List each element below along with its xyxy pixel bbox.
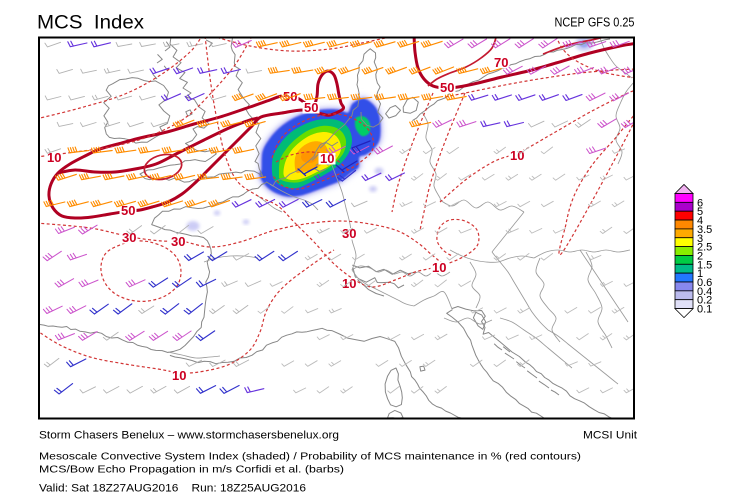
svg-text:0.4: 0.4 xyxy=(697,286,712,298)
svg-text:0.1: 0.1 xyxy=(697,304,712,316)
svg-text:10: 10 xyxy=(47,150,61,165)
svg-text:0.2: 0.2 xyxy=(697,295,712,307)
svg-text:10: 10 xyxy=(320,151,334,166)
svg-text:5: 5 xyxy=(697,206,703,218)
svg-text:3.5: 3.5 xyxy=(697,224,712,236)
svg-text:MCSI Unit: MCSI Unit xyxy=(583,430,637,442)
svg-text:50: 50 xyxy=(440,80,454,95)
svg-text:NCEP GFS 0.25: NCEP GFS 0.25 xyxy=(555,16,635,30)
svg-text:4: 4 xyxy=(697,215,703,227)
svg-text:6: 6 xyxy=(697,197,703,209)
svg-text:3: 3 xyxy=(697,233,703,245)
svg-text:MCS Index: MCS Index xyxy=(37,12,144,34)
svg-text:Valid: Sat 18Z27AUG2016 Run: Valid: Sat 18Z27AUG2016 Run: 18Z25AUG201… xyxy=(39,483,306,495)
svg-text:2: 2 xyxy=(697,250,703,262)
svg-text:2.5: 2.5 xyxy=(697,242,712,254)
svg-text:30: 30 xyxy=(342,226,356,241)
svg-text:Storm Chasers Benelux – www.st: Storm Chasers Benelux – www.stormchasers… xyxy=(39,430,339,442)
svg-text:Mesoscale Convective System In: Mesoscale Convective System Index (shade… xyxy=(39,451,581,463)
svg-text:30: 30 xyxy=(122,230,136,245)
svg-text:50: 50 xyxy=(304,100,318,115)
svg-text:70: 70 xyxy=(494,55,508,70)
svg-text:MCS/Bow Echo Propagation in m/: MCS/Bow Echo Propagation in m/s Corfidi … xyxy=(39,464,344,476)
svg-text:10: 10 xyxy=(432,260,446,275)
svg-text:50: 50 xyxy=(283,89,297,104)
svg-text:10: 10 xyxy=(342,276,356,291)
svg-text:50: 50 xyxy=(121,203,135,218)
svg-text:0.6: 0.6 xyxy=(697,277,712,289)
svg-text:10: 10 xyxy=(172,368,186,383)
svg-text:30: 30 xyxy=(171,234,185,249)
svg-text:10: 10 xyxy=(510,148,524,163)
svg-text:1.5: 1.5 xyxy=(697,259,712,271)
svg-text:1: 1 xyxy=(697,268,703,280)
